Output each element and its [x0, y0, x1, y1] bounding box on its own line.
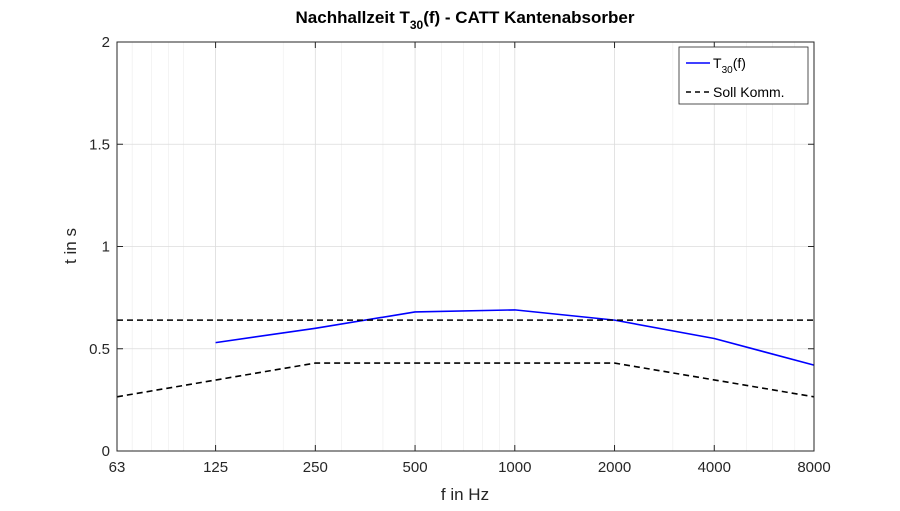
x-axis-label: f in Hz — [441, 485, 489, 504]
x-tick-label: 1000 — [498, 459, 531, 476]
x-tick-label: 8000 — [797, 459, 830, 476]
chart-title: Nachhallzeit T30(f) - CATT Kantenabsorbe… — [296, 8, 635, 32]
x-tick-label: 500 — [403, 459, 428, 476]
series-t30-line — [215, 309, 815, 366]
y-axis-label: t in s — [61, 228, 80, 264]
legend-label-t30: T30(f) — [713, 55, 746, 76]
legend-label-soll: Soll Komm. — [713, 84, 785, 100]
y-tick-label: 0 — [102, 443, 110, 460]
axis-ticks: 63 125 250 500 1000 2000 4000 8000 0 0.5 1 1.5 2 — [89, 34, 831, 476]
y-tick-label: 1.5 — [89, 136, 110, 153]
x-tick-label: 125 — [203, 459, 228, 476]
series-soll-lower-line — [116, 362, 815, 398]
x-tick-label: 4000 — [698, 459, 731, 476]
y-tick-label: 0.5 — [89, 341, 110, 358]
x-tick-label: 250 — [303, 459, 328, 476]
plot-series — [116, 309, 815, 398]
y-tick-label: 1 — [102, 239, 110, 256]
y-tick-label: 2 — [102, 34, 110, 51]
x-tick-label: 63 — [109, 459, 126, 476]
legend-box — [678, 46, 809, 105]
legend: T30(f) Soll Komm. — [678, 46, 809, 105]
x-tick-label: 2000 — [598, 459, 631, 476]
